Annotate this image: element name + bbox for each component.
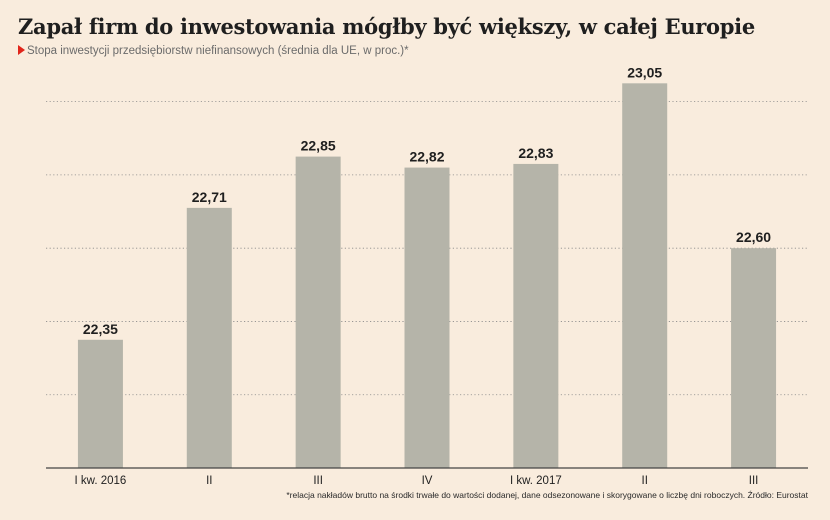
- x-tick-label: II: [206, 475, 212, 487]
- chart-subtitle-text: Stopa inwestycji przedsiębiorstw niefina…: [27, 45, 409, 57]
- bar-value-label: 22,85: [301, 138, 336, 154]
- x-tick-label: III: [749, 475, 759, 487]
- bar: [513, 163, 559, 468]
- x-tick-label: III: [313, 475, 323, 487]
- chart-subtitle: Stopa inwestycji przedsiębiorstw niefina…: [18, 45, 409, 57]
- bar-value-label: 22,60: [736, 229, 771, 245]
- footnote-source: *relacja nakładów brutto na środki trwał…: [286, 490, 808, 500]
- x-tick-label: I kw. 2017: [510, 475, 562, 487]
- chart-title: Zapał firm do inwestowania mógłby być wi…: [18, 14, 755, 39]
- bar: [731, 248, 777, 468]
- bar: [186, 207, 232, 468]
- x-tick-label: II: [642, 475, 648, 487]
- bar-value-label: 23,05: [627, 64, 662, 80]
- bar: [295, 156, 341, 468]
- bar: [404, 167, 450, 468]
- bar-value-label: 22,82: [409, 149, 444, 165]
- x-tick-label: IV: [422, 475, 433, 487]
- bar: [622, 83, 668, 469]
- bar-value-label: 22,83: [518, 145, 553, 161]
- bar-value-label: 22,71: [192, 189, 227, 205]
- bar-value-label: 22,35: [83, 321, 118, 337]
- bar: [77, 339, 123, 468]
- x-tick-label: I kw. 2016: [75, 475, 127, 487]
- red-triangle-icon: [18, 45, 25, 55]
